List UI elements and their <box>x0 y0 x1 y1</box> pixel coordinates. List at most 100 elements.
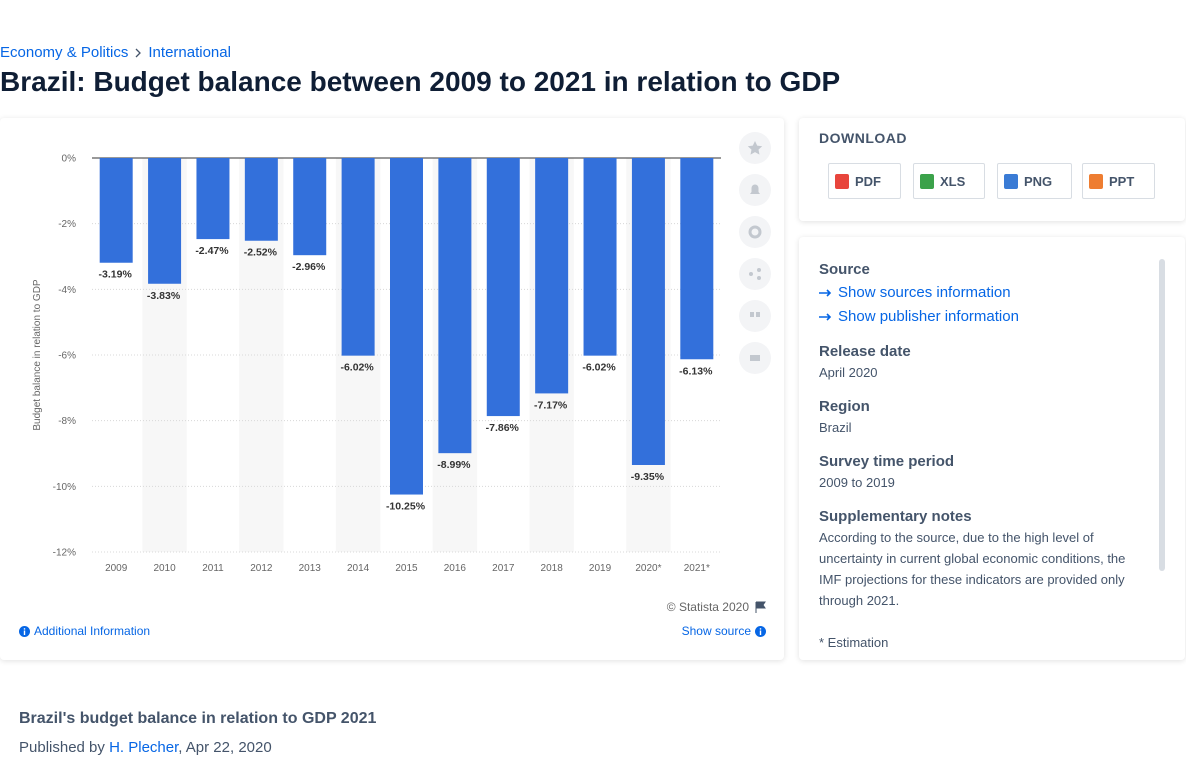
value-label: -10.25% <box>386 501 426 513</box>
additional-info[interactable]: Additional Information <box>19 624 150 638</box>
y-tick-label: -8% <box>58 416 76 427</box>
plot: 0% -2% -4% -6% -8% -10% -12% 2009 -3.19% 2010 -3.8… <box>53 154 721 574</box>
y-axis-label: Budget balance in relation to GDP <box>32 279 43 431</box>
x-tick-label: 2020* <box>635 563 661 574</box>
x-tick-label: 2021* <box>684 563 710 574</box>
value-label: -3.19% <box>99 269 133 281</box>
arrow <box>819 288 832 297</box>
x-tick-label: 2010 <box>153 563 176 574</box>
y-tick-label: -10% <box>53 482 76 493</box>
publisher-link[interactable]: Show publisher information <box>819 308 1019 325</box>
source-link[interactable]: Show sources information <box>819 284 1011 301</box>
breadcrumb-link[interactable]: International <box>148 44 231 61</box>
download-card: DOWNLOAD PDF XLS PNG PPT <box>799 118 1185 221</box>
publish-date: , Apr 22, 2020 <box>178 739 272 756</box>
info-icon <box>19 625 30 637</box>
x-tick-label: 2012 <box>250 563 273 574</box>
bar <box>293 158 327 256</box>
download-button[interactable]: PDF <box>828 163 901 199</box>
footnote: * Estimation <box>819 635 889 650</box>
link-text[interactable]: Show publisher information <box>838 308 1019 325</box>
detail-value: April 2020 <box>819 365 878 380</box>
detail-label: Source <box>819 261 870 278</box>
bar <box>438 158 472 454</box>
detail-label: Supplementary notes <box>819 508 972 525</box>
x-tick-label: 2016 <box>444 563 467 574</box>
download-button[interactable]: XLS <box>913 163 985 199</box>
value-label: -6.02% <box>340 362 374 374</box>
bar <box>535 158 569 394</box>
file-icon <box>920 173 934 189</box>
link-text[interactable]: Show sources information <box>838 284 1011 301</box>
download-button[interactable]: PPT <box>1082 163 1155 199</box>
breadcrumb: Economy & Politics International <box>0 44 231 61</box>
download-button[interactable]: PNG <box>997 163 1072 199</box>
bar <box>244 158 278 241</box>
detail-label: Release date <box>819 343 911 360</box>
value-label: -2.96% <box>292 261 326 273</box>
bar <box>196 158 230 240</box>
value-label: -9.35% <box>631 471 665 483</box>
scrollbar[interactable] <box>1159 259 1165 571</box>
bar <box>390 158 423 495</box>
credit-text: © Statista 2020 <box>666 600 749 614</box>
info-icon <box>755 625 766 637</box>
show-source[interactable]: Show source <box>682 624 766 638</box>
y-tick-label: -6% <box>58 351 76 362</box>
bar <box>631 158 665 465</box>
x-tick-label: 2015 <box>395 563 418 574</box>
tool-icons <box>739 132 771 374</box>
value-label: -7.86% <box>486 422 520 434</box>
detail-label: Region <box>819 398 870 415</box>
bar <box>680 158 714 360</box>
detail-value: 2009 to 2019 <box>819 475 895 490</box>
download-heading: DOWNLOAD <box>819 130 907 146</box>
note-text: According to the source, due to the high… <box>819 530 1126 608</box>
value-label: -2.47% <box>195 245 229 257</box>
y-tick-label: -2% <box>58 219 76 230</box>
format[interactable]: PDF <box>855 173 881 189</box>
x-tick-label: 2013 <box>299 563 322 574</box>
value-label: -2.52% <box>244 247 278 259</box>
bar <box>583 158 617 356</box>
file-icon <box>1089 173 1103 189</box>
detail-label: Survey time period <box>819 453 955 470</box>
value-label: -8.99% <box>437 459 471 471</box>
format[interactable]: PPT <box>1109 173 1135 189</box>
page-title: Brazil: Budget balance between 2009 to 2… <box>0 66 841 97</box>
bar <box>341 158 375 356</box>
file-icon <box>835 173 849 189</box>
chart-card: 0% -2% -4% -6% -8% -10% -12% 2009 -3.19% 2010 -3.8… <box>0 118 784 660</box>
value-label: -6.13% <box>679 365 713 377</box>
y-tick-label: -4% <box>58 285 76 296</box>
bar <box>99 158 133 263</box>
y-tick-label: 0% <box>62 154 77 165</box>
chart: 0% -2% -4% -6% -8% -10% -12% 2009 -3.19% 2010 -3.8… <box>32 132 771 574</box>
show-source-text[interactable]: Show source <box>681 624 751 638</box>
x-tick-label: 2017 <box>492 563 515 574</box>
article-title: Brazil's budget balance in relation to G… <box>19 710 377 727</box>
x-tick-label: 2009 <box>105 563 128 574</box>
format[interactable]: PNG <box>1024 173 1053 189</box>
detail-value: Brazil <box>819 420 852 435</box>
bar <box>148 158 182 284</box>
value-label: -6.02% <box>582 362 616 374</box>
author-link[interactable]: H. Plecher <box>109 739 179 756</box>
additional-info-text[interactable]: Additional Information <box>34 624 151 638</box>
published-line: Published by H. Plecher, Apr 22, 2020 <box>19 739 272 756</box>
chevron <box>135 48 142 57</box>
value-label: -3.83% <box>147 290 181 302</box>
flag-icon[interactable] <box>755 601 766 613</box>
breadcrumb-link[interactable]: Economy & Politics <box>0 44 129 61</box>
format[interactable]: XLS <box>940 173 966 189</box>
details-card: Source Show sources information Show pub… <box>799 237 1185 660</box>
x-tick-label: 2011 <box>202 563 224 574</box>
bar <box>486 158 520 417</box>
x-tick-label: 2014 <box>347 563 370 574</box>
x-tick-label: 2019 <box>589 563 612 574</box>
value-label: -7.17% <box>534 399 568 411</box>
credit: © Statista 2020 <box>667 600 766 614</box>
published-by: Published by <box>19 739 105 756</box>
x-tick-label: 2018 <box>541 563 564 574</box>
